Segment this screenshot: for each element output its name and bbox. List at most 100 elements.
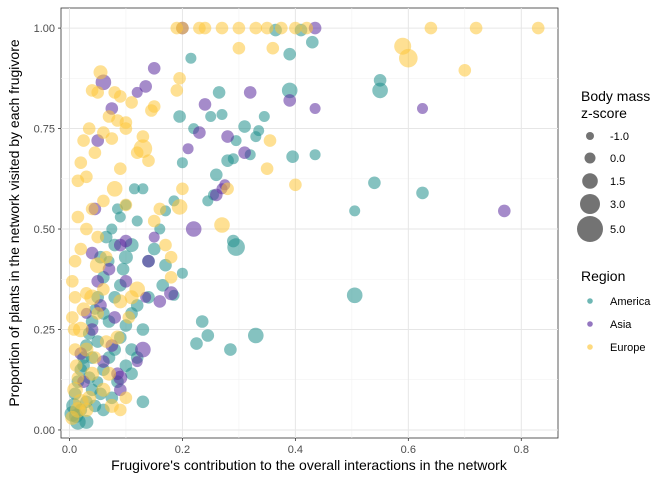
data-point-america (258, 111, 270, 122)
size-legend-items: -1.0 0.0 1.5 3.0 5.0 (577, 131, 629, 242)
data-point-europe (266, 41, 280, 55)
data-point-asia (243, 86, 257, 99)
data-point-america (173, 110, 186, 123)
data-point-america (201, 329, 215, 342)
data-point-america (368, 176, 381, 190)
data-point-europe (458, 64, 472, 77)
data-point-europe (80, 287, 93, 300)
data-point-america (116, 262, 130, 276)
data-point-asia (85, 323, 99, 336)
data-point-asia (102, 262, 116, 276)
data-point-europe (85, 202, 99, 216)
data-point-asia (142, 254, 155, 268)
data-point-asia (108, 311, 121, 324)
color-legend-key-america (587, 298, 593, 304)
data-point-europe (76, 302, 91, 317)
data-point-america (210, 168, 223, 182)
data-point-europe (119, 198, 133, 212)
color-legend-items: America Asia Europe (587, 296, 651, 354)
data-point-america (212, 86, 226, 99)
data-point-america (185, 52, 197, 64)
data-point-europe (114, 403, 127, 417)
data-point-europe (176, 182, 189, 196)
x-tick-label: 0.2 (175, 444, 190, 456)
data-point-europe (469, 21, 483, 35)
data-point-europe (232, 41, 246, 55)
data-point-europe (113, 294, 128, 309)
y-axis-ticks: 0.00 0.25 0.50 0.75 1.00 (34, 23, 61, 437)
data-point-europe (424, 21, 438, 35)
data-point-europe (85, 84, 99, 97)
data-point-america (281, 82, 298, 99)
data-point-europe (119, 391, 133, 405)
color-legend-label-asia: Asia (610, 319, 632, 331)
size-legend-label: 1.5 (610, 176, 625, 188)
data-point-europe (74, 156, 88, 169)
data-point-america (224, 343, 237, 356)
data-point-asia (198, 98, 212, 111)
data-point-europe (153, 202, 167, 216)
size-legend-key (577, 216, 603, 242)
data-point-america (147, 242, 161, 256)
y-tick-label: 0.75 (34, 124, 55, 136)
data-point-asia (153, 295, 167, 308)
data-point-america (372, 82, 388, 99)
data-point-america (176, 157, 188, 169)
data-point-europe (68, 254, 82, 268)
data-point-asia (85, 246, 99, 260)
data-point-europe (102, 110, 116, 123)
data-point-europe (136, 130, 150, 143)
data-point-america (131, 215, 143, 227)
data-point-america (346, 287, 363, 304)
data-point-america (248, 327, 264, 344)
data-point-europe (99, 335, 113, 348)
data-point-europe (71, 371, 85, 385)
data-point-europe (88, 351, 102, 364)
x-tick-label: 0.8 (514, 444, 529, 456)
data-point-europe (82, 390, 97, 405)
data-point-europe (531, 21, 545, 35)
data-point-asia (221, 130, 234, 143)
data-point-europe (114, 162, 127, 175)
data-point-europe (193, 21, 206, 35)
data-point-america (227, 234, 240, 248)
data-point-europe (159, 238, 172, 252)
data-point-europe (108, 86, 121, 99)
data-point-asia (147, 62, 161, 75)
data-point-europe (80, 222, 93, 236)
data-point-asia (309, 103, 321, 114)
data-point-europe (221, 182, 234, 196)
size-legend-key (584, 152, 596, 164)
data-point-europe (79, 342, 94, 357)
color-legend: Region America Asia Europe (581, 268, 651, 354)
data-point-europe (260, 21, 274, 35)
data-point-europe (88, 146, 102, 159)
data-point-europe (289, 21, 302, 35)
y-axis-title: Proportion of plants in the network visi… (6, 39, 22, 407)
data-point-europe (82, 122, 96, 135)
data-point-america (125, 367, 138, 381)
x-tick-label: 0.0 (62, 444, 77, 456)
data-point-asia (139, 80, 152, 93)
data-point-america (306, 35, 319, 49)
color-legend-title: Region (581, 268, 625, 284)
color-legend-key-asia (587, 321, 593, 327)
data-point-europe (394, 37, 412, 55)
x-axis-title: Frugivore's contribution to the overall … (111, 457, 508, 473)
size-legend-title-line2: z-score (581, 105, 627, 121)
y-tick-label: 0.00 (34, 425, 55, 437)
data-point-asia (131, 86, 143, 98)
data-point-europe (80, 170, 93, 184)
size-legend-key (582, 173, 598, 189)
data-point-america (349, 205, 361, 217)
y-tick-label: 1.00 (34, 23, 55, 35)
data-point-asia (135, 341, 151, 358)
data-point-europe (215, 21, 229, 35)
data-point-europe (91, 307, 104, 320)
data-point-europe (122, 311, 136, 324)
size-legend-key (586, 132, 594, 140)
data-point-europe (66, 311, 79, 324)
color-legend-label-europe: Europe (610, 342, 645, 354)
data-point-europe (77, 134, 90, 147)
